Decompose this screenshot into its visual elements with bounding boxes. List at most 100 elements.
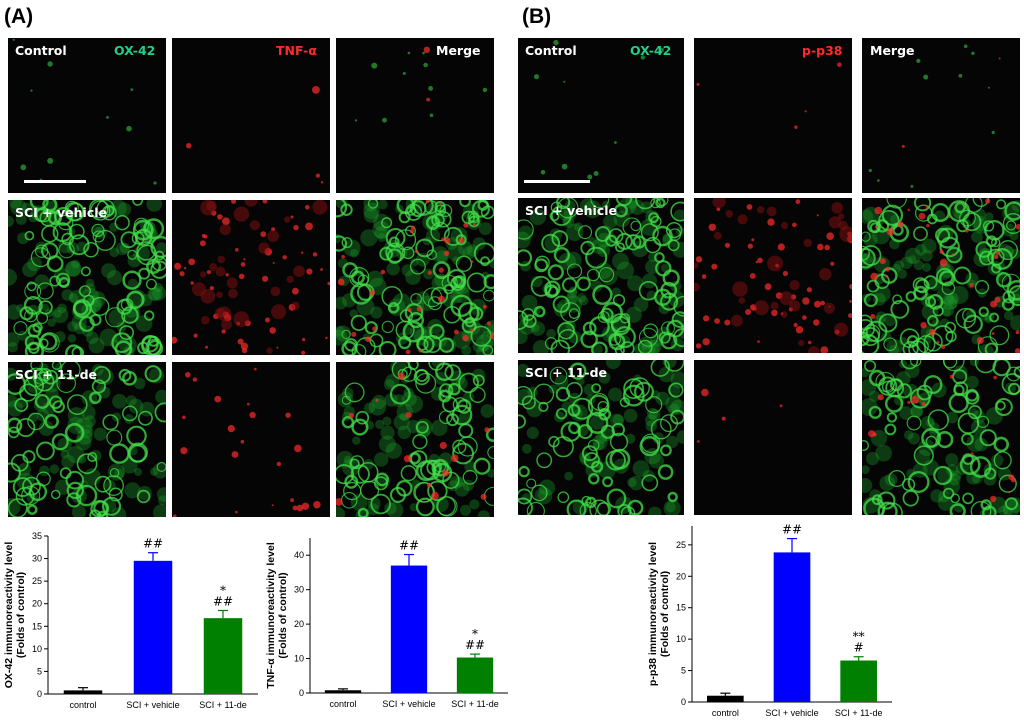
cell-mark <box>824 244 830 251</box>
cell-mark <box>991 332 995 335</box>
cell-mark <box>862 440 869 451</box>
cell-mark <box>640 201 653 214</box>
cell-mark <box>182 415 186 420</box>
cell-mark <box>192 377 198 382</box>
cell-mark <box>39 332 58 351</box>
cell-mark <box>638 280 659 301</box>
cell-mark <box>66 394 88 415</box>
cell-mark <box>336 464 355 485</box>
cell-mark <box>117 202 132 217</box>
cell-mark <box>487 321 491 326</box>
panel-b-11de-merge-image <box>862 360 1020 515</box>
cell-mark <box>670 201 684 222</box>
cell-mark <box>312 252 318 257</box>
cell-mark <box>927 315 939 327</box>
cell-mark <box>66 481 84 500</box>
cell-mark <box>386 248 403 264</box>
micrograph-texture <box>518 198 684 353</box>
cell-mark <box>875 444 892 462</box>
cell-mark <box>472 374 485 387</box>
cell-mark <box>405 349 411 355</box>
cell-mark <box>409 200 427 218</box>
cell-mark <box>190 281 194 285</box>
cell-mark <box>483 289 494 302</box>
cell-mark <box>400 465 417 482</box>
cell-mark <box>751 238 755 242</box>
cell-mark <box>20 164 27 171</box>
cell-mark <box>51 433 69 451</box>
x-tick-label: control <box>712 708 739 718</box>
cell-mark <box>899 406 913 420</box>
cell-mark <box>185 372 191 378</box>
cell-mark <box>448 382 461 396</box>
significance-marker: # <box>854 641 864 655</box>
cell-mark <box>862 314 873 331</box>
cell-mark <box>374 452 389 467</box>
cell-mark <box>413 369 430 386</box>
cell-mark <box>405 395 423 413</box>
cell-mark <box>52 222 73 243</box>
cell-mark <box>753 300 769 316</box>
cell-mark <box>410 225 415 230</box>
cell-mark <box>562 277 578 293</box>
cell-mark <box>431 491 439 500</box>
cell-mark <box>645 396 663 414</box>
cell-mark <box>136 489 151 504</box>
cell-mark <box>587 174 593 180</box>
cell-mark <box>126 125 132 132</box>
cell-mark <box>352 436 361 445</box>
cell-mark <box>305 204 310 210</box>
cell-mark <box>583 200 602 219</box>
cell-mark <box>991 130 995 135</box>
cell-mark <box>364 402 375 414</box>
cell-mark <box>657 464 674 480</box>
cell-mark <box>890 214 900 225</box>
cell-mark <box>186 143 192 149</box>
cell-mark <box>900 256 913 269</box>
cell-mark <box>464 460 476 473</box>
cell-mark <box>271 227 276 232</box>
cell-mark <box>341 329 351 339</box>
cell-mark <box>412 433 428 450</box>
cell-mark <box>199 240 206 247</box>
panel-b-control-ox42-image: Control OX-42 <box>518 38 684 193</box>
cell-mark <box>139 401 155 417</box>
micrograph-texture <box>186 86 324 184</box>
panel-b-vehicle-pp38-image <box>694 198 852 353</box>
cell-mark <box>926 213 938 225</box>
significance-marker: * <box>220 583 226 597</box>
cell-mark <box>360 229 378 247</box>
cell-mark <box>808 340 812 345</box>
cell-mark <box>866 279 880 293</box>
cell-mark <box>885 274 889 278</box>
cell-mark <box>553 247 570 264</box>
cell-mark <box>557 198 579 219</box>
cell-mark <box>518 231 531 249</box>
cell-mark <box>888 469 906 487</box>
cell-mark <box>370 493 391 515</box>
cell-mark <box>65 260 82 277</box>
cell-mark <box>993 436 1009 453</box>
cell-mark <box>849 283 852 290</box>
cell-mark <box>343 239 361 257</box>
cell-mark <box>590 393 609 411</box>
cell-mark <box>663 499 681 515</box>
cell-mark <box>22 450 36 464</box>
cell-mark <box>371 394 387 410</box>
ox42-chart-svg: 0 5 10 15 20 25 30 35 OX-42 immunoreactivity lev… <box>3 531 258 710</box>
cell-mark <box>179 271 185 277</box>
cell-mark <box>403 326 413 335</box>
cell-mark <box>105 307 126 328</box>
row-label: SCI + 11-de <box>525 365 608 380</box>
cell-mark <box>1005 497 1018 511</box>
cell-mark <box>660 292 679 311</box>
channel-label: p-p38 <box>802 43 843 58</box>
cell-mark <box>341 237 353 249</box>
panel-b-vehicle-merge-image <box>862 198 1020 353</box>
cell-mark <box>757 257 763 263</box>
cell-mark <box>992 360 1011 377</box>
cell-mark <box>918 212 926 220</box>
cell-mark <box>673 295 684 317</box>
cell-mark <box>883 337 897 351</box>
cell-mark <box>143 310 155 321</box>
